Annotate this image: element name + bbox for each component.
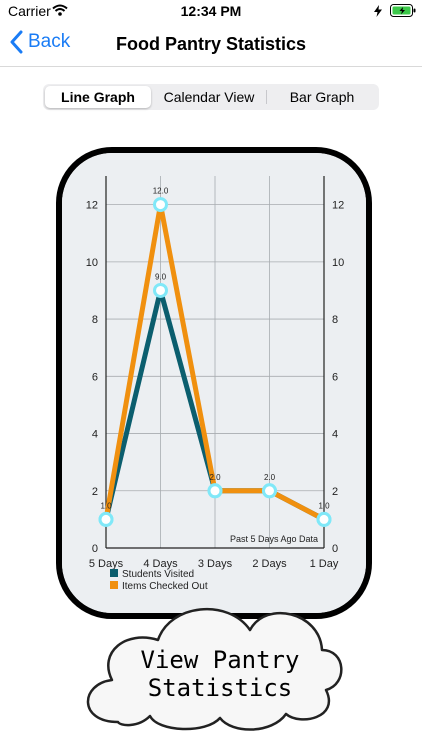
legend-swatch xyxy=(110,581,118,589)
data-label: 2.0 xyxy=(264,473,276,482)
chart-annotation: Past 5 Days Ago Data xyxy=(230,534,318,544)
view-tabs: Line Graph Calendar View Bar Graph xyxy=(43,84,379,110)
data-label: 2.0 xyxy=(209,473,221,482)
y-tick-label-right: 4 xyxy=(332,429,338,441)
data-label: 1.0 xyxy=(100,501,112,510)
chart-frame: 0 0 2 2 4 4 6 6 8 8 10 10 12 12 5 Days 4 Days 3 Days 2 Da… xyxy=(56,147,372,619)
y-tick-label-right: 6 xyxy=(332,371,338,383)
page-title: Food Pantry Statistics xyxy=(115,34,307,54)
charging-icon xyxy=(374,5,382,17)
navigation-bar: Back Food Pantry Statistics xyxy=(0,24,422,67)
y-tick-label-left: 4 xyxy=(92,429,98,441)
carrier-label: Carrier xyxy=(8,3,51,19)
battery-icon xyxy=(390,4,416,17)
tab-divider xyxy=(266,90,267,104)
data-point xyxy=(262,483,277,499)
data-label-peak: 12.0 xyxy=(153,187,169,196)
back-button[interactable]: Back xyxy=(10,30,70,54)
data-point xyxy=(207,483,223,499)
chart-background xyxy=(62,153,366,613)
clock-label: 12:34 PM xyxy=(180,3,242,19)
y-tick-label-right: 0 xyxy=(332,543,338,555)
chevron-left-icon xyxy=(10,30,23,54)
y-tick-label-left: 12 xyxy=(86,200,98,212)
y-tick-label-right: 12 xyxy=(332,200,344,212)
tab-calendar-view[interactable]: Calendar View xyxy=(163,89,255,105)
y-tick-label-left: 8 xyxy=(92,314,98,326)
cloud-label-line-1: View Pantry xyxy=(140,646,300,674)
y-tick-label-left: 10 xyxy=(86,257,98,269)
data-point xyxy=(153,197,168,213)
line-chart: 0 0 2 2 4 4 6 6 8 8 10 10 12 12 5 Days 4 Days 3 Days 2 Da… xyxy=(62,153,366,613)
y-tick-label-right: 10 xyxy=(332,257,344,269)
data-point xyxy=(153,282,168,298)
data-label: 1.0 xyxy=(318,501,330,510)
legend-label: Items Checked Out xyxy=(122,581,208,592)
tab-bar-graph[interactable]: Bar Graph xyxy=(289,89,355,105)
x-tick-label: 5 Days xyxy=(89,558,124,570)
legend-swatch xyxy=(110,569,118,577)
view-pantry-statistics-button[interactable]: View Pantry Statistics xyxy=(110,646,330,702)
wifi-icon xyxy=(52,4,68,16)
tab-line-graph[interactable]: Line Graph xyxy=(45,86,151,108)
y-tick-label-left: 0 xyxy=(92,543,98,555)
data-label: 9.0 xyxy=(155,272,167,281)
y-tick-label-left: 2 xyxy=(92,486,98,498)
y-tick-label-right: 8 xyxy=(332,314,338,326)
data-point xyxy=(98,511,114,527)
data-point xyxy=(316,511,332,527)
x-tick-label: 1 Day xyxy=(310,558,339,570)
status-bar: Carrier 12:34 PM xyxy=(0,0,422,24)
y-tick-label-right: 2 xyxy=(332,486,338,498)
x-tick-label: 4 Days xyxy=(143,558,178,570)
cloud-label-line-2: Statistics xyxy=(147,674,293,702)
legend-label: Students Visited xyxy=(122,569,194,580)
x-tick-label: 2 Days xyxy=(252,558,287,570)
x-tick-label: 3 Days xyxy=(198,558,233,570)
y-tick-label-left: 6 xyxy=(92,371,98,383)
back-label: Back xyxy=(28,31,71,52)
